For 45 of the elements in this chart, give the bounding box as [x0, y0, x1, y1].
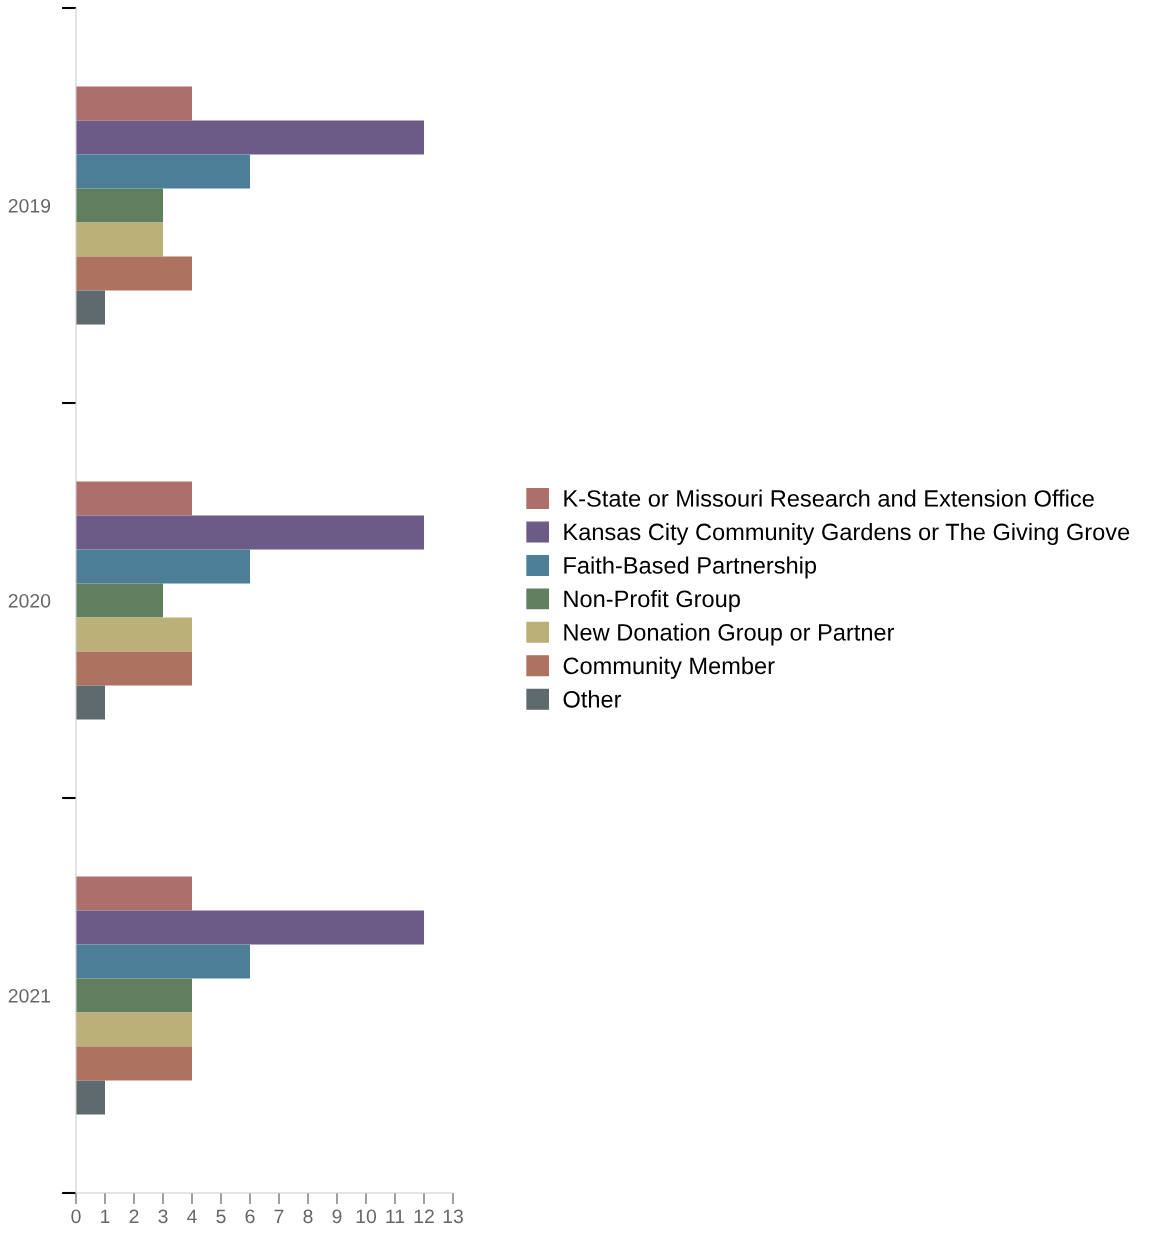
x-tick-label: 7	[274, 1209, 284, 1224]
bar	[76, 549, 250, 584]
legend-label: Faith-Based Partnership	[564, 556, 817, 579]
x-tick-label: 11	[386, 1209, 405, 1224]
y-tick-label: 2020	[8, 593, 51, 608]
x-tick-label: 0	[71, 1209, 81, 1224]
legend-label: K-State or Missouri Research and Extension Office	[564, 489, 1094, 507]
x-tick-label: 1	[101, 1209, 110, 1224]
bar	[76, 944, 250, 979]
legend-label: Kansas City Community Gardens or The Giving Grove	[564, 522, 1130, 545]
bar	[76, 1012, 192, 1047]
x-tick-label: 9	[332, 1209, 342, 1224]
bar	[76, 290, 105, 325]
bar	[76, 515, 424, 550]
legend-label: Other	[563, 690, 622, 708]
bar	[76, 651, 192, 686]
x-tick-label: 6	[245, 1209, 255, 1224]
bar	[76, 1080, 105, 1115]
x-tick-label: 5	[216, 1209, 226, 1224]
legend-label: New Donation Group or Partner	[564, 623, 895, 646]
bar	[76, 256, 192, 291]
x-tick-label: 8	[303, 1209, 313, 1224]
x-tick-label: 10	[356, 1209, 377, 1224]
bar	[76, 617, 192, 652]
bar	[76, 188, 163, 223]
x-tick-label: 4	[187, 1209, 197, 1224]
x-tick-label: 12	[414, 1209, 434, 1224]
bar	[76, 1046, 192, 1081]
bar	[76, 154, 250, 189]
legend-label: Non-Profit Group	[564, 589, 740, 612]
bar	[76, 120, 424, 155]
x-tick-label: 2	[129, 1209, 139, 1224]
bar	[76, 481, 192, 516]
bar	[76, 685, 105, 720]
bar	[76, 978, 192, 1013]
x-tick-label: 3	[158, 1209, 168, 1224]
legend-label: Community Member	[563, 656, 775, 679]
bar	[76, 910, 424, 945]
x-tick-label: 13	[443, 1209, 463, 1224]
bar	[76, 222, 163, 257]
y-tick-label: 2021	[8, 988, 51, 1003]
bar	[76, 876, 192, 911]
bar	[76, 583, 163, 618]
bar	[76, 86, 192, 121]
y-tick-label: 2019	[8, 198, 51, 213]
